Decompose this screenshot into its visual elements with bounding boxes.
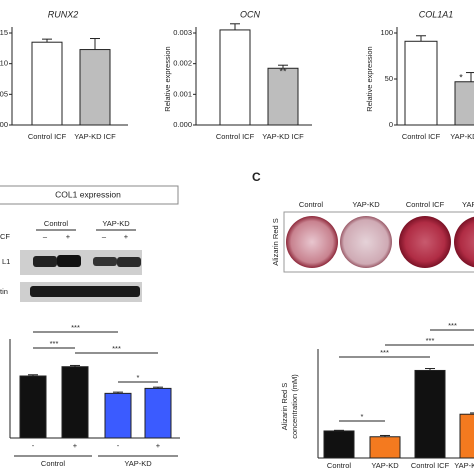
significance: *** <box>426 336 435 345</box>
chart-title: COL1A1 <box>419 9 454 19</box>
chart-title: OCN <box>240 9 261 19</box>
y-tick-label: 0.002 <box>173 59 192 68</box>
x-tick-label: + <box>156 441 161 450</box>
x-tick-label: YAP-KD ICF <box>262 132 304 141</box>
x-tick-label: YAP-KD ICF <box>454 461 474 470</box>
bar <box>31 41 63 126</box>
well <box>340 216 392 268</box>
blot-row-label: L1 <box>2 257 10 266</box>
well <box>286 216 338 268</box>
bar <box>414 369 446 459</box>
blot-title: COL1 expression <box>55 189 121 199</box>
x-tick-label: Control ICF <box>411 461 450 470</box>
x-tick-label: Control ICF <box>216 132 255 141</box>
blot-sign: + <box>124 232 129 241</box>
bar <box>369 436 401 459</box>
bar <box>267 67 299 126</box>
x-tick-label: YAP-KD <box>371 461 399 470</box>
panel-letter: C <box>252 170 261 184</box>
significance: *** <box>71 323 80 332</box>
x-tick-label: - <box>32 441 35 450</box>
group-label: YAP-KD <box>124 459 152 468</box>
blot-title-box <box>0 185 179 205</box>
bar <box>454 81 474 126</box>
significance: *** <box>112 344 121 353</box>
significance: * <box>137 373 140 382</box>
x-tick-label: Control ICF <box>402 132 441 141</box>
y-tick-label: 0.003 <box>173 28 192 37</box>
blot-group: Control <box>44 219 69 228</box>
bar <box>219 29 251 126</box>
y-axis-label: concentration (mM) <box>290 374 299 439</box>
blot-group: YAP-KD <box>102 219 130 228</box>
well-label: Control <box>299 200 324 209</box>
x-tick-label: + <box>73 441 78 450</box>
y-tick-label: 0.000 <box>173 120 192 129</box>
bar <box>404 40 438 126</box>
significance: ** <box>279 66 287 76</box>
y-tick-label: 50 <box>385 74 393 83</box>
x-tick-label: YAP-KD ICF <box>74 132 116 141</box>
blot-row-label: tin <box>0 287 8 296</box>
bar <box>104 392 132 439</box>
x-tick-label: - <box>117 441 120 450</box>
significance: *** <box>380 348 389 357</box>
x-tick-label: Control ICF <box>28 132 67 141</box>
x-tick-label: Control <box>327 461 352 470</box>
bar <box>459 413 474 459</box>
y-tick-label: 0.001 <box>173 89 192 98</box>
well-label: YAP-KD <box>352 200 380 209</box>
chart-title: RUNX2 <box>48 9 79 19</box>
y-tick-label: 15 <box>0 28 8 37</box>
y-axis-label: Relative expression <box>365 46 374 111</box>
y-axis-label: Relative expression <box>163 46 172 111</box>
bar <box>144 387 172 439</box>
well <box>454 216 474 268</box>
blot-sign: + <box>66 232 71 241</box>
significance: *** <box>50 339 59 348</box>
bar <box>19 375 47 439</box>
blot-panel: COL1 expression Control YAP-KD CF – + – … <box>0 185 179 302</box>
blot-treatment: CF <box>0 232 10 241</box>
group-label: Control <box>41 459 66 468</box>
y-axis-label: Alizarin Red S <box>280 383 289 431</box>
panel-c: C Alizarin Red S Control YAP-KD Control … <box>252 170 474 273</box>
y-tick-label: 00 <box>0 120 8 129</box>
bar <box>79 49 111 126</box>
well <box>399 216 451 268</box>
blot-band <box>57 255 81 267</box>
blot-sign: – <box>43 232 48 241</box>
well-label: YAP <box>462 200 474 209</box>
y-tick-label: 10 <box>0 59 8 68</box>
significance: * <box>361 412 364 421</box>
significance: * <box>459 72 463 82</box>
significance: *** <box>448 321 457 330</box>
blot-band <box>93 257 117 266</box>
y-tick-label: 0 <box>389 120 393 129</box>
blot-sign: – <box>102 232 107 241</box>
y-tick-label: 100 <box>380 28 393 37</box>
blot-band <box>117 257 141 267</box>
bar <box>323 430 355 459</box>
y-tick-label: 05 <box>0 89 8 98</box>
bar <box>61 366 89 439</box>
blot-band <box>30 286 140 297</box>
well-label: Control ICF <box>406 200 445 209</box>
blot-band <box>33 256 57 267</box>
x-tick-label: YAP-KD ICF <box>450 132 474 141</box>
plate-label: Alizarin Red S <box>271 218 280 266</box>
